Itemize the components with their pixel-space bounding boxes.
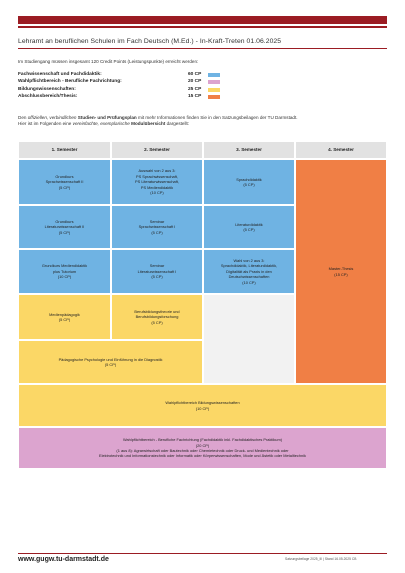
module-sprachdidaktik: Sprachdidaktik (5 CP) [203, 159, 295, 205]
credit-value: 25 CP [188, 86, 202, 92]
module-wahlpflicht-bildungswissenschaften: Wahlpflichtbereich Bildungswissenschafte… [18, 384, 387, 427]
module-auswahl-proseminare: Auswahl von 2 aus 3: PS Sprachwissenscha… [111, 159, 203, 205]
credit-label: Bildungswissenschaften: [18, 86, 76, 92]
note-emphasis: offiziellen, verbindlichen [27, 115, 77, 120]
title-divider [18, 48, 387, 49]
module-wahl-didaktik: Wahl von 2 aus 3: Sprachdidaktik, Litera… [203, 249, 295, 294]
note-text: Hier ist im Folgenden eine [18, 121, 73, 127]
color-swatch [208, 95, 220, 100]
footer-meta: Satzungsbeilage 2025_III | Stand 16.05.2… [285, 557, 357, 561]
top-accent-line [18, 26, 387, 28]
module-grundkurs-mediendidaktik: Grundkurs Mediendidaktik plus Tutorium (… [18, 249, 111, 294]
credit-label: Wahlpflichtbereich - Berufliche Fachrich… [18, 79, 122, 85]
top-accent-bar [18, 16, 387, 24]
footer-divider [18, 553, 387, 554]
note-text: dargestellt: [165, 121, 190, 127]
credit-row-abschluss: Abschlussbereich/Thesis: 15 CP [18, 94, 220, 101]
module-medienpaedagogik: Medienpädagogik (5 CP) [18, 294, 111, 340]
note-bold: Studien- und Prüfungsplan [76, 115, 137, 120]
module-grundkurs-sprachwissenschaft: Grundkurs Sprachwissenschaft II (5 CP) [18, 159, 111, 205]
semester-header-1: 1. Semester [18, 141, 111, 159]
credit-value: 15 CP [188, 94, 202, 100]
intro-text: Im Studiengang müssen insgesamt 120 Cred… [18, 59, 199, 64]
module-literaturdidaktik: Literaturdidaktik (5 CP) [203, 205, 295, 249]
credit-row-fachwissenschaft: Fachwissenschaft und Fachdidaktik: 60 CP [18, 72, 220, 79]
semester-header-3: 3. Semester [203, 141, 295, 159]
credit-value: 20 CP [188, 79, 202, 85]
module-wahlpflicht-berufliche-fachrichtung: Wahlpflichtbereich - Berufliche Fachrich… [18, 427, 387, 469]
semester-header-2: 2. Semester [111, 141, 203, 159]
note-text: mit mehr Informationen finden Sie in den… [136, 115, 298, 120]
note-text: Den [18, 115, 28, 120]
credit-label: Fachwissenschaft und Fachdidaktik: [18, 72, 102, 77]
credit-value: 60 CP [188, 72, 202, 77]
module-overview-grid: 1. Semester 2. Semester 3. Semester 4. S… [18, 141, 387, 541]
page-title: Lehramt an beruflichen Schulen im Fach D… [18, 38, 282, 45]
semester-header-4: 4. Semester [295, 141, 387, 159]
module-seminar-literaturwissenschaft: Seminar Literaturwissenschaft I (5 CP) [111, 249, 203, 294]
note-bold: Modulübersicht [129, 121, 166, 127]
module-paedagogische-psychologie: Pädagogische Psychologie und Einführung … [18, 340, 203, 384]
color-swatch [208, 73, 220, 77]
footer-url-link[interactable]: www.gugw.tu-darmstadt.de [18, 556, 109, 563]
credit-row-wahlpflicht: Wahlpflichtbereich - Berufliche Fachrich… [18, 79, 220, 86]
module-berufsbildungstheorie: Berufsbildungstheorie und Berufsbildungs… [111, 294, 203, 340]
module-grundkurs-literaturwissenschaft: Grundkurs Literaturwissenschaft II (5 CP… [18, 205, 111, 249]
plan-note: Den offiziellen, verbindlichen Studien- … [18, 115, 387, 127]
color-swatch [208, 87, 220, 92]
note-emphasis: vereinfachte, exemplarische [72, 121, 130, 127]
empty-cell [203, 294, 295, 384]
module-seminar-sprachwissenschaft: Seminar Sprachwissenschaft I (5 CP) [111, 205, 203, 249]
credit-summary: Fachwissenschaft und Fachdidaktik: 60 CP… [18, 72, 220, 102]
credit-row-bildung: Bildungswissenschaften: 25 CP [18, 86, 220, 94]
module-master-thesis: Master-Thesis (15 CP) [295, 159, 387, 384]
credit-label: Abschlussbereich/Thesis: [18, 94, 78, 100]
color-swatch [208, 80, 220, 85]
